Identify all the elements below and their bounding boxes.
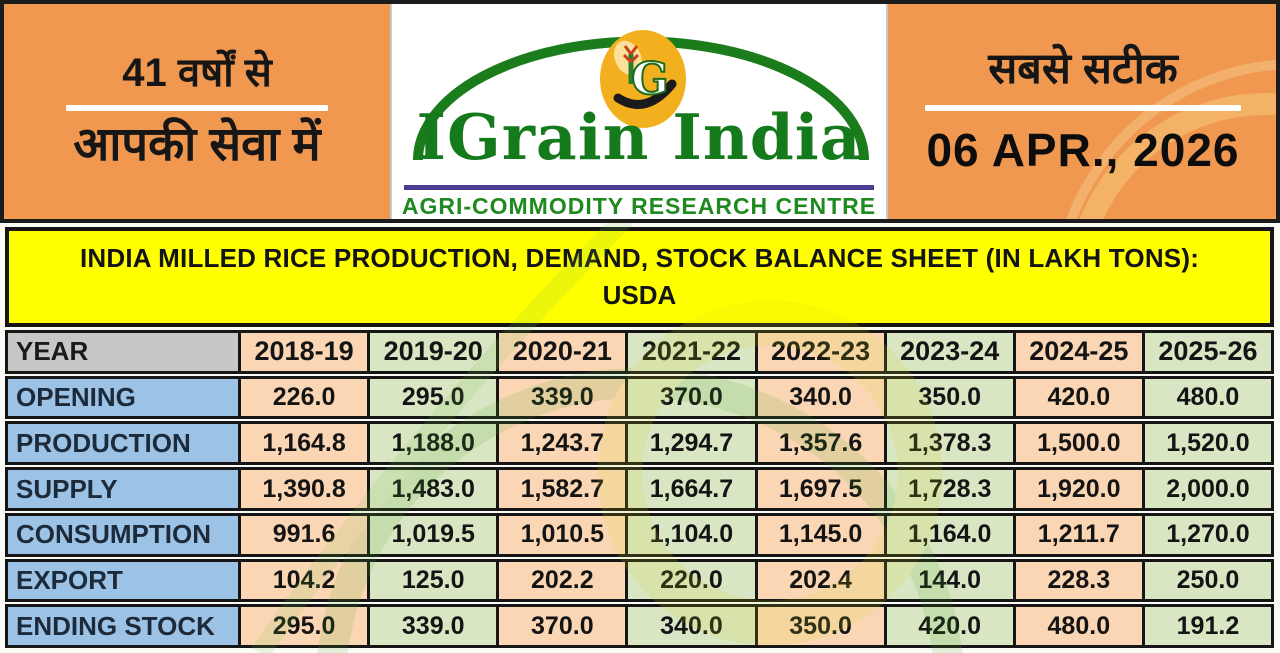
year-cell: 2020-21 (496, 333, 626, 371)
data-cell: 339.0 (496, 378, 626, 417)
data-cell: 1,164.8 (238, 424, 368, 463)
data-cell: 191.2 (1141, 607, 1271, 646)
data-cell: 1,378.3 (883, 424, 1013, 463)
data-cell: 202.2 (496, 561, 626, 600)
data-cell: 1,500.0 (1012, 424, 1142, 463)
data-cell: 991.6 (238, 515, 368, 554)
data-cell: 350.0 (754, 607, 884, 646)
data-cell: 2,000.0 (1141, 470, 1271, 508)
data-cell: 295.0 (367, 378, 497, 417)
data-cell: 1,188.0 (367, 424, 497, 463)
year-header-label: YEAR (8, 333, 238, 371)
row-label: OPENING (8, 378, 238, 417)
logo-box: G IGrain India AGRI-COMMODITY RESEARCH C… (390, 4, 888, 219)
data-cell: 202.4 (754, 561, 884, 600)
year-header-row: YEAR 2018-19 2019-20 2020-21 2021-22 202… (5, 330, 1274, 374)
table-row-export: EXPORT 104.2 125.0 202.2 220.0 202.4 144… (5, 558, 1274, 603)
data-cell: 1,145.0 (754, 515, 884, 554)
year-cell: 2024-25 (1012, 333, 1142, 371)
data-cell: 1,243.7 (496, 424, 626, 463)
report-date: 06 APR., 2026 (926, 124, 1240, 177)
data-cell: 480.0 (1141, 378, 1271, 417)
year-cell: 2021-22 (625, 333, 755, 371)
data-cell: 125.0 (367, 561, 497, 600)
data-cell: 1,920.0 (1012, 470, 1142, 508)
data-cell: 226.0 (238, 378, 368, 417)
header-left-line1: 41 वर्षों से (122, 51, 272, 96)
data-cell: 1,483.0 (367, 470, 497, 508)
data-cell: 1,582.7 (496, 470, 626, 508)
data-cell: 104.2 (238, 561, 368, 600)
row-label: EXPORT (8, 561, 238, 600)
data-cell: 220.0 (625, 561, 755, 600)
data-cell: 340.0 (754, 378, 884, 417)
year-cell: 2022-23 (754, 333, 884, 371)
header-band: 41 वर्षों से आपकी सेवा में G IGrain Indi… (0, 0, 1280, 223)
row-label: SUPPLY (8, 470, 238, 508)
brand-underline (404, 185, 874, 190)
data-cell: 1,019.5 (367, 515, 497, 554)
table-title-line2: USDA (602, 280, 677, 310)
header-left-divider (66, 105, 328, 112)
data-cell: 1,357.6 (754, 424, 884, 463)
data-cell: 350.0 (883, 378, 1013, 417)
data-cell: 480.0 (1012, 607, 1142, 646)
header-right: सबसे सटीक 06 APR., 2026 (888, 4, 1276, 219)
data-cell: 1,697.5 (754, 470, 884, 508)
data-cell: 420.0 (1012, 378, 1142, 417)
data-cell: 1,270.0 (1141, 515, 1271, 554)
data-cell: 370.0 (496, 607, 626, 646)
table-row-consumption: CONSUMPTION 991.6 1,019.5 1,010.5 1,104.… (5, 512, 1274, 557)
data-cell: 339.0 (367, 607, 497, 646)
table-row-production: PRODUCTION 1,164.8 1,188.0 1,243.7 1,294… (5, 421, 1274, 466)
header-right-line1: सबसे सटीक (988, 44, 1178, 93)
data-cell: 1,520.0 (1141, 424, 1271, 463)
balance-sheet-grid: YEAR 2018-19 2019-20 2020-21 2021-22 202… (5, 330, 1274, 649)
data-cell: 370.0 (625, 378, 755, 417)
brand-tagline: AGRI-COMMODITY RESEARCH CENTRE (401, 193, 877, 219)
data-cell: 144.0 (883, 561, 1013, 600)
header-right-divider (925, 105, 1241, 112)
data-cell: 1,010.5 (496, 515, 626, 554)
data-cell: 1,164.0 (883, 515, 1013, 554)
year-cell: 2023-24 (883, 333, 1013, 371)
table-row-supply: SUPPLY 1,390.8 1,483.0 1,582.7 1,664.7 1… (5, 467, 1274, 511)
header-left: 41 वर्षों से आपकी सेवा में (4, 4, 390, 219)
brand-name: IGrain India (416, 100, 862, 174)
data-cell: 250.0 (1141, 561, 1271, 600)
data-cell: 1,728.3 (883, 470, 1013, 508)
data-cell: 228.3 (1012, 561, 1142, 600)
row-label: PRODUCTION (8, 424, 238, 463)
year-cell: 2019-20 (367, 333, 497, 371)
logo-monogram-g: G (631, 54, 669, 105)
data-cell: 1,390.8 (238, 470, 368, 508)
data-cell: 295.0 (238, 607, 368, 646)
data-cell: 1,294.7 (625, 424, 755, 463)
data-cell: 420.0 (883, 607, 1013, 646)
logo-grain-icon: G (600, 30, 686, 128)
table-title: INDIA MILLED RICE PRODUCTION, DEMAND, ST… (5, 227, 1274, 327)
year-cell: 2025-26 (1141, 333, 1271, 371)
table-section: INDIA MILLED RICE PRODUCTION, DEMAND, ST… (0, 223, 1280, 653)
data-cell: 340.0 (625, 607, 755, 646)
header-left-line2: आपकी सेवा में (73, 117, 321, 171)
table-row-opening: OPENING 226.0 295.0 339.0 370.0 340.0 35… (5, 375, 1274, 420)
data-cell: 1,104.0 (625, 515, 755, 554)
table-title-line1: INDIA MILLED RICE PRODUCTION, DEMAND, ST… (79, 243, 1200, 273)
year-cell: 2018-19 (238, 333, 368, 371)
table-row-ending-stock: ENDING STOCK 295.0 339.0 370.0 340.0 350… (5, 604, 1274, 649)
row-label: ENDING STOCK (8, 607, 238, 646)
row-label: CONSUMPTION (8, 515, 238, 554)
data-cell: 1,211.7 (1012, 515, 1142, 554)
data-cell: 1,664.7 (625, 470, 755, 508)
